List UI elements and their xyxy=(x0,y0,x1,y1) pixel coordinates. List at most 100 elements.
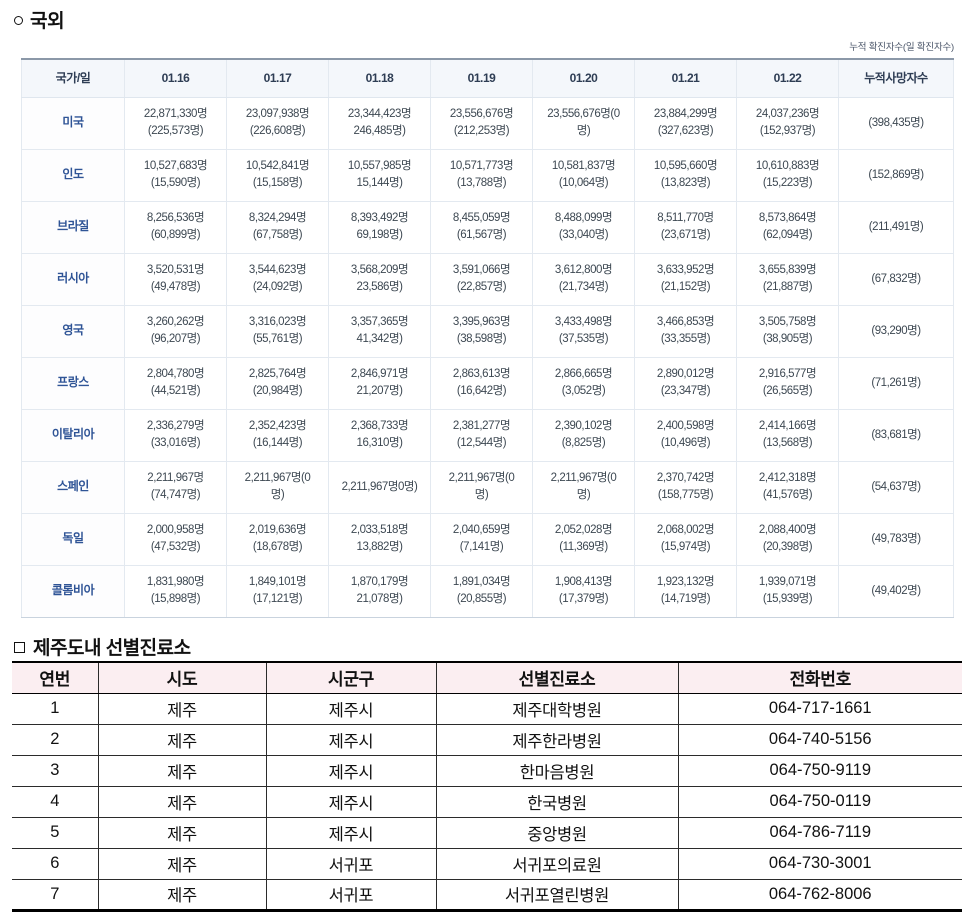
cell-line: 22,871,330명 xyxy=(143,108,208,121)
daily-cases-cell: 8,256,536명 (60,899명) xyxy=(124,200,227,254)
clinics-table: 연번 시도 시군구 선별진료소 전화번호 1 제주 제주시 제주대학병원 064-717… xyxy=(12,661,962,912)
cell-line: (67,758명) xyxy=(252,229,303,241)
cell-line: 21,078명) xyxy=(356,593,403,605)
cell-line: 2,825,764명 xyxy=(248,368,307,381)
table-row: 3 제주 제주시 한마음병원 064-750-9119 xyxy=(12,754,962,787)
daily-cases-cell: 1,849,101명 (17,121명) xyxy=(226,564,329,618)
col-header-sigungu: 시군구 xyxy=(265,661,437,694)
table-row: 인도 10,527,683명 (15,590명) 10,542,841명 (15,158… xyxy=(21,148,954,202)
clinic-sigungu-cell: 제주시 xyxy=(265,723,437,756)
cell-line: 3,655,839명 xyxy=(758,264,817,277)
daily-cases-cell: 3,505,758명 (38,905명) xyxy=(736,304,839,358)
cell-line: (225,573명) xyxy=(147,125,204,137)
daily-cases-cell: 10,557,985명 15,144명) xyxy=(328,148,431,202)
overseas-section-heading: 국외 xyxy=(14,6,65,33)
cell-line: 8,256,536명 xyxy=(146,212,205,225)
cell-line: (23,671명) xyxy=(660,229,711,241)
daily-cases-cell: 8,488,099명 (33,040명) xyxy=(532,200,635,254)
cell-line: 1,891,034명 xyxy=(452,576,511,589)
daily-cases-cell: 2,211,967명(0 명) xyxy=(532,460,635,514)
clinic-phone-cell: 064-740-5156 xyxy=(677,723,962,756)
cell-line: 3,520,531명 xyxy=(146,264,205,277)
clinic-no-cell: 6 xyxy=(12,847,99,880)
cell-line: (16,144명) xyxy=(252,437,303,449)
daily-cases-cell: 2,414,166명 (13,568명) xyxy=(736,408,839,462)
country-name-cell: 콜롬비아 xyxy=(21,564,125,618)
daily-cases-cell: 22,871,330명 (225,573명) xyxy=(124,96,227,150)
daily-cases-cell: 10,527,683명 (15,590명) xyxy=(124,148,227,202)
cell-line: (20,855명) xyxy=(456,593,507,605)
daily-cases-cell: 2,088,400명 (20,398명) xyxy=(736,512,839,566)
cell-line: 10,527,683명 xyxy=(143,160,208,173)
country-name-cell: 프랑스 xyxy=(21,356,125,410)
cumulative-deaths-cell: (93,290명) xyxy=(838,304,954,358)
cell-line: (24,092명) xyxy=(252,281,303,293)
cell-line: 2,088,400명 xyxy=(758,524,817,537)
clinic-name-cell: 중앙병원 xyxy=(435,816,679,849)
clinic-sido-cell: 제주 xyxy=(97,847,267,880)
clinic-no-cell: 3 xyxy=(12,754,99,787)
cell-line: 2,368,733명 xyxy=(350,420,409,433)
cell-line: (60,899명) xyxy=(150,229,201,241)
cell-line: 3,466,853명 xyxy=(656,316,715,329)
cell-line: (55,761명) xyxy=(252,333,303,345)
cell-line: 명) xyxy=(474,489,489,501)
cell-line: 명) xyxy=(576,125,591,137)
cell-line: 23,556,676명(0 xyxy=(547,108,620,121)
clinics-heading-label: 제주도내 선별진료소 xyxy=(33,638,191,659)
cell-line: 2,211,967명(0 xyxy=(244,472,311,485)
cell-line: (7,141명) xyxy=(459,541,504,553)
daily-cases-cell: 10,571,773명 (13,788명) xyxy=(430,148,533,202)
cell-line: 2,916,577명 xyxy=(758,368,817,381)
daily-cases-cell: 3,520,531명 (49,478명) xyxy=(124,252,227,306)
cell-line: (226,608명) xyxy=(249,125,306,137)
daily-cases-cell: 23,884,299명 (327,623명) xyxy=(634,96,737,150)
clinic-name-cell: 한국병원 xyxy=(435,785,679,818)
cell-line: (8,825명) xyxy=(561,437,606,449)
cell-line: 21,207명) xyxy=(356,385,403,397)
cell-line: 2,052,028명 xyxy=(554,524,613,537)
daily-cases-cell: 8,393,492명 69,198명) xyxy=(328,200,431,254)
country-name-cell: 러시아 xyxy=(21,252,125,306)
table-row: 미국 22,871,330명 (225,573명) 23,097,938명 (226,6… xyxy=(21,96,954,150)
daily-cases-cell: 8,511,770명 (23,671명) xyxy=(634,200,737,254)
cell-line: 10,595,660명 xyxy=(653,160,718,173)
cell-line: 3,433,498명 xyxy=(554,316,613,329)
country-name-cell: 인도 xyxy=(21,148,125,202)
daily-cases-cell: 2,381,277명 (12,544명) xyxy=(430,408,533,462)
col-header-cumulative-deaths: 누적사망자수 xyxy=(838,58,954,98)
cell-line: (20,984명) xyxy=(252,385,303,397)
cell-line: 15,144명) xyxy=(356,177,403,189)
daily-cases-cell: 8,455,059명 (61,567명) xyxy=(430,200,533,254)
daily-cases-cell: 2,846,971명 21,207명) xyxy=(328,356,431,410)
cell-line: 2,381,277명 xyxy=(452,420,511,433)
clinics-table-body: 1 제주 제주시 제주대학병원 064-717-1661 2 제주 제주시 제주한라병원 064-… xyxy=(12,692,962,912)
clinic-no-cell: 1 xyxy=(12,692,99,725)
clinic-name-cell: 서귀포열린병원 xyxy=(435,878,679,912)
clinic-sido-cell: 제주 xyxy=(97,785,267,818)
circle-outline-icon xyxy=(14,16,23,25)
cell-line: (15,898명) xyxy=(150,593,201,605)
clinic-sigungu-cell: 제주시 xyxy=(265,754,437,787)
table-row: 콜롬비아 1,831,980명 (15,898명) 1,849,101명 (17,121… xyxy=(21,564,954,618)
cell-line: (17,121명) xyxy=(252,593,303,605)
col-header-0120: 01.20 xyxy=(532,58,635,98)
clinic-sido-cell: 제주 xyxy=(97,723,267,756)
col-header-phone: 전화번호 xyxy=(677,661,962,694)
cell-line: 246,485명) xyxy=(353,125,406,137)
daily-cases-cell: 2,033,518명 13,882명) xyxy=(328,512,431,566)
clinics-table-header-row: 연번 시도 시군구 선별진료소 전화번호 xyxy=(12,661,962,694)
daily-cases-cell: 2,412,318명 (41,576명) xyxy=(736,460,839,514)
cell-line: 2,019,636명 xyxy=(248,524,307,537)
cell-line: 69,198명) xyxy=(356,229,403,241)
cell-line: 3,568,209명 xyxy=(350,264,409,277)
clinic-sigungu-cell: 제주시 xyxy=(265,692,437,725)
cell-line: 2,000,958명 xyxy=(146,524,205,537)
cell-line: 3,612,800명 xyxy=(554,264,613,277)
daily-cases-cell: 2,211,967명(0 명) xyxy=(226,460,329,514)
cell-line: 8,573,864명 xyxy=(758,212,817,225)
table-row: 7 제주 서귀포 서귀포열린병원 064-762-8006 xyxy=(12,878,962,912)
cell-line: 8,393,492명 xyxy=(350,212,409,225)
daily-cases-cell: 3,316,023명 (55,761명) xyxy=(226,304,329,358)
daily-cases-cell: 3,591,066명 (22,857명) xyxy=(430,252,533,306)
